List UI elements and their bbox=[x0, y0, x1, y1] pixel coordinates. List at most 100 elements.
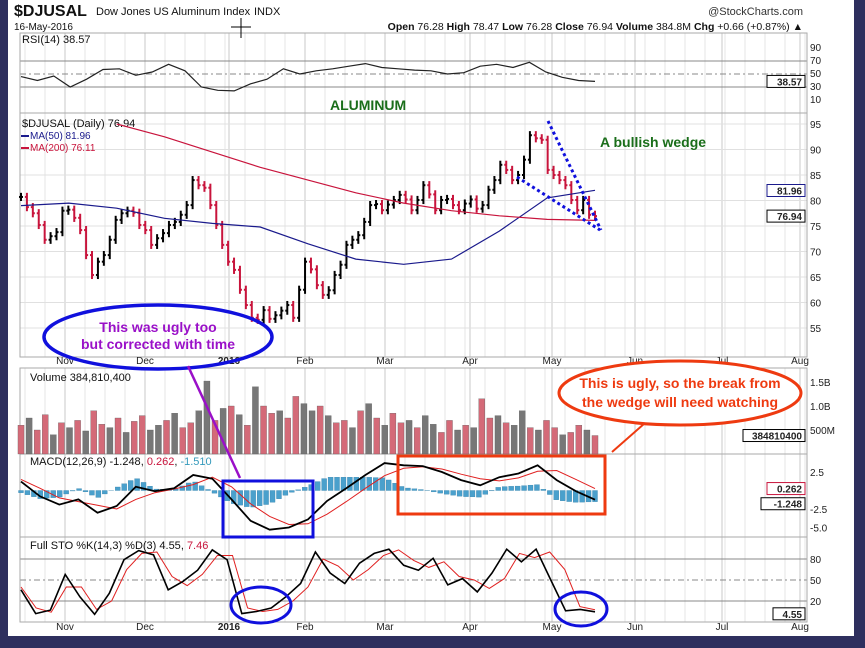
macd-tick-label: 2.5 bbox=[810, 468, 824, 479]
macd-histogram-bar bbox=[257, 491, 262, 506]
volume-bar bbox=[34, 430, 40, 454]
volume-bar bbox=[527, 428, 533, 454]
macd-histogram-bar bbox=[534, 485, 539, 491]
high-label: High bbox=[447, 21, 470, 33]
macd-histogram-bar bbox=[399, 486, 404, 490]
price-tick-label: 80 bbox=[810, 197, 822, 208]
sto-last-tag-text: 4.55 bbox=[783, 610, 803, 621]
macd-signal-tag-text: 0.262 bbox=[777, 485, 802, 496]
macd-last-tag-text: -1.248 bbox=[774, 500, 803, 511]
macd-histogram-bar bbox=[135, 479, 140, 491]
macd-histogram-bar bbox=[96, 491, 101, 498]
x-axis-month-label: Aug bbox=[791, 622, 809, 633]
x-axis-month-label: Feb bbox=[296, 356, 314, 367]
volume-bar bbox=[277, 411, 283, 454]
macd-histogram-bar bbox=[373, 478, 378, 491]
close-label: Close bbox=[555, 21, 584, 33]
volume-bar bbox=[196, 411, 202, 454]
sto-title: Full STO %K(14,3) %D(3) 4.55, 7.46 bbox=[30, 540, 208, 552]
volume-bar bbox=[163, 420, 169, 454]
symbol-title: $DJUSAL bbox=[14, 3, 87, 20]
d-value: 7.46 bbox=[187, 540, 208, 552]
ugly-too-text-1: This was ugly too bbox=[99, 319, 216, 335]
macd-tick-label: -5.0 bbox=[810, 524, 828, 535]
macd-histogram-bar bbox=[289, 491, 294, 493]
volume-title: Volume 384,810,400 bbox=[30, 372, 131, 384]
volume-bar bbox=[446, 420, 452, 454]
volume-bar bbox=[252, 387, 258, 454]
macd-title: MACD(12,26,9) -1.248, 0.262, -1.510 bbox=[30, 456, 212, 468]
rsi-title: RSI(14) 38.57 bbox=[22, 34, 90, 46]
volume-bar bbox=[107, 428, 113, 454]
price-tick-label: 85 bbox=[810, 171, 822, 182]
macd-histogram-bar bbox=[315, 482, 320, 491]
volume-bar bbox=[309, 411, 315, 454]
volume-bar bbox=[172, 413, 178, 454]
volume-bar bbox=[390, 413, 396, 454]
volume-bar bbox=[236, 415, 242, 454]
low-label: Low bbox=[502, 21, 524, 33]
volume-value: 384.8M bbox=[656, 21, 691, 33]
macd-histogram-bar bbox=[83, 491, 88, 492]
macd-histogram-bar bbox=[444, 491, 449, 495]
sto-tick-label: 50 bbox=[810, 576, 822, 587]
ugly-too-text-2: but corrected with time bbox=[81, 336, 235, 352]
volume-bar bbox=[147, 430, 153, 454]
volume-bar bbox=[543, 420, 549, 454]
k-value: 4.55 bbox=[159, 540, 180, 552]
aluminum-annotation: ALUMINUM bbox=[330, 97, 406, 113]
macd-histogram-bar bbox=[57, 491, 62, 497]
x-axis-month-label: Nov bbox=[56, 622, 74, 633]
macd-histogram-bar bbox=[438, 491, 443, 494]
volume-bar bbox=[66, 428, 72, 454]
volume-bar bbox=[382, 425, 388, 454]
ma50-legend: MA(50) 81.96 bbox=[30, 131, 91, 142]
volume-bar bbox=[584, 430, 590, 454]
macd-histogram-bar bbox=[431, 491, 436, 492]
volume-bar bbox=[349, 428, 355, 454]
volume-bar bbox=[228, 406, 234, 454]
macd-histogram-bar bbox=[186, 483, 191, 491]
macd-histogram-bar bbox=[276, 491, 281, 499]
macd-histogram-bar bbox=[302, 487, 307, 490]
volume-bar bbox=[58, 423, 64, 454]
x-axis-month-label: Dec bbox=[136, 356, 154, 367]
volume-bar bbox=[139, 416, 145, 454]
macd-histogram-bar bbox=[335, 477, 340, 490]
volume-last-tag: 384810400 bbox=[743, 430, 805, 443]
signal-value: 0.262 bbox=[147, 456, 175, 468]
volume-bar bbox=[471, 428, 477, 454]
volume-bar bbox=[261, 406, 267, 454]
x-axis-month-label: 2016 bbox=[218, 622, 241, 633]
macd-histogram-bar bbox=[593, 491, 598, 502]
price-tick-label: 75 bbox=[810, 222, 822, 233]
x-axis-month-label: Apr bbox=[462, 356, 478, 367]
histogram-value: -1.510 bbox=[180, 456, 211, 468]
macd-histogram-bar bbox=[515, 486, 520, 490]
volume-tick-label: 1.0B bbox=[810, 402, 831, 413]
ma200-legend: MA(200) 76.11 bbox=[30, 143, 96, 154]
x-axis-month-label: Apr bbox=[462, 622, 478, 633]
price-last-tag: 76.94 bbox=[767, 210, 805, 223]
macd-histogram-bar bbox=[502, 487, 507, 491]
volume-bar bbox=[50, 435, 56, 454]
low-value: 76.28 bbox=[526, 21, 552, 33]
wedge-annotation: A bullish wedge bbox=[600, 134, 706, 150]
volume-bar bbox=[75, 420, 81, 454]
macd-histogram-bar bbox=[457, 491, 462, 497]
macd-histogram-bar bbox=[412, 489, 417, 491]
sto-tick-label: 20 bbox=[810, 597, 822, 608]
macd-histogram-bar bbox=[270, 491, 275, 503]
x-axis-month-label: Dec bbox=[136, 622, 154, 633]
macd-histogram-bar bbox=[418, 490, 423, 491]
price-tick-label: 65 bbox=[810, 273, 822, 284]
macd-histogram-bar bbox=[560, 491, 565, 501]
macd-label: MACD(12,26,9) bbox=[30, 456, 106, 468]
volume-bar bbox=[438, 432, 444, 454]
volume-bar bbox=[18, 425, 24, 454]
price-tick-label: 60 bbox=[810, 299, 822, 310]
volume-bar bbox=[131, 421, 137, 454]
rsi-tick-label: 50 bbox=[810, 69, 822, 80]
x-axis-month-label: Jun bbox=[627, 622, 643, 633]
